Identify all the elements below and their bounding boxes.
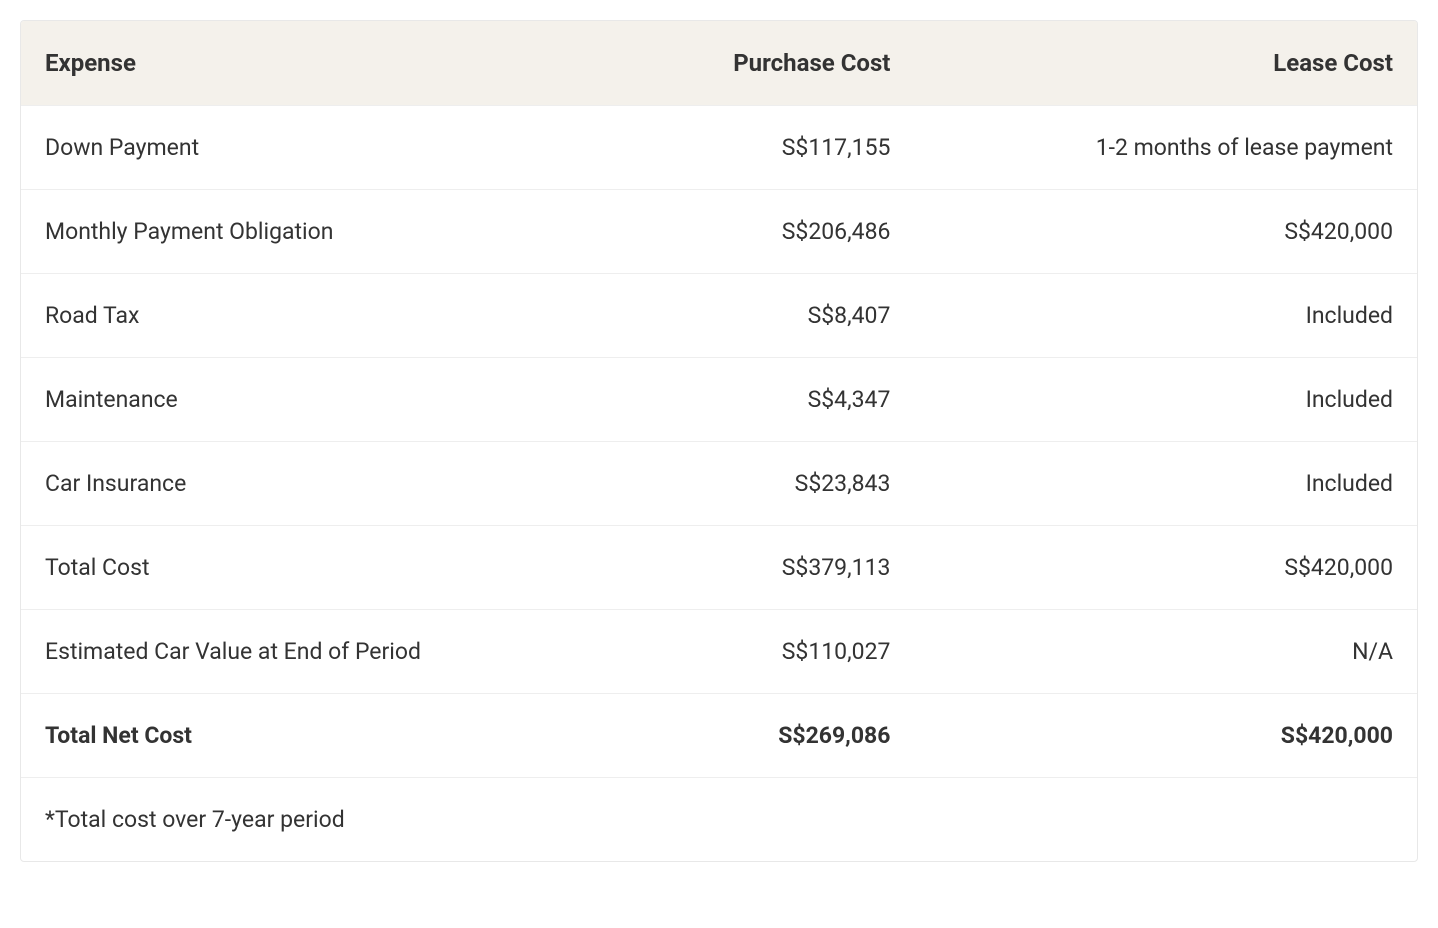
cell-lease: Included <box>914 274 1417 358</box>
cell-purchase: S$269,086 <box>607 694 914 778</box>
cell-expense: Maintenance <box>21 358 607 442</box>
cell-expense: Monthly Payment Obligation <box>21 190 607 274</box>
cell-lease: S$420,000 <box>914 190 1417 274</box>
table-body: Down Payment S$117,155 1-2 months of lea… <box>21 106 1417 862</box>
cell-expense: Total Net Cost <box>21 694 607 778</box>
cell-purchase: S$4,347 <box>607 358 914 442</box>
table-row: Car Insurance S$23,843 Included <box>21 442 1417 526</box>
cell-lease: Included <box>914 358 1417 442</box>
table-row: Road Tax S$8,407 Included <box>21 274 1417 358</box>
table-row: Estimated Car Value at End of Period S$1… <box>21 610 1417 694</box>
cell-lease: S$420,000 <box>914 694 1417 778</box>
table-row: Down Payment S$117,155 1-2 months of lea… <box>21 106 1417 190</box>
footnote-text: *Total cost over 7-year period <box>21 778 1417 862</box>
column-header-purchase-cost: Purchase Cost <box>607 21 914 106</box>
cell-expense: Down Payment <box>21 106 607 190</box>
table-row: Total Cost S$379,113 S$420,000 <box>21 526 1417 610</box>
table-row-total: Total Net Cost S$269,086 S$420,000 <box>21 694 1417 778</box>
table-footnote-row: *Total cost over 7-year period <box>21 778 1417 862</box>
cell-purchase: S$110,027 <box>607 610 914 694</box>
cell-purchase: S$117,155 <box>607 106 914 190</box>
column-header-expense: Expense <box>21 21 607 106</box>
cell-lease: 1-2 months of lease payment <box>914 106 1417 190</box>
table-row: Maintenance S$4,347 Included <box>21 358 1417 442</box>
cell-expense: Car Insurance <box>21 442 607 526</box>
cell-purchase: S$206,486 <box>607 190 914 274</box>
cell-expense: Total Cost <box>21 526 607 610</box>
cell-purchase: S$23,843 <box>607 442 914 526</box>
cell-lease: S$420,000 <box>914 526 1417 610</box>
table-header-row: Expense Purchase Cost Lease Cost <box>21 21 1417 106</box>
cell-purchase: S$379,113 <box>607 526 914 610</box>
cost-comparison-table-container: Expense Purchase Cost Lease Cost Down Pa… <box>20 20 1418 862</box>
column-header-lease-cost: Lease Cost <box>914 21 1417 106</box>
cost-comparison-table: Expense Purchase Cost Lease Cost Down Pa… <box>21 21 1417 861</box>
cell-expense: Estimated Car Value at End of Period <box>21 610 607 694</box>
cell-expense: Road Tax <box>21 274 607 358</box>
cell-lease: Included <box>914 442 1417 526</box>
cell-lease: N/A <box>914 610 1417 694</box>
table-row: Monthly Payment Obligation S$206,486 S$4… <box>21 190 1417 274</box>
cell-purchase: S$8,407 <box>607 274 914 358</box>
